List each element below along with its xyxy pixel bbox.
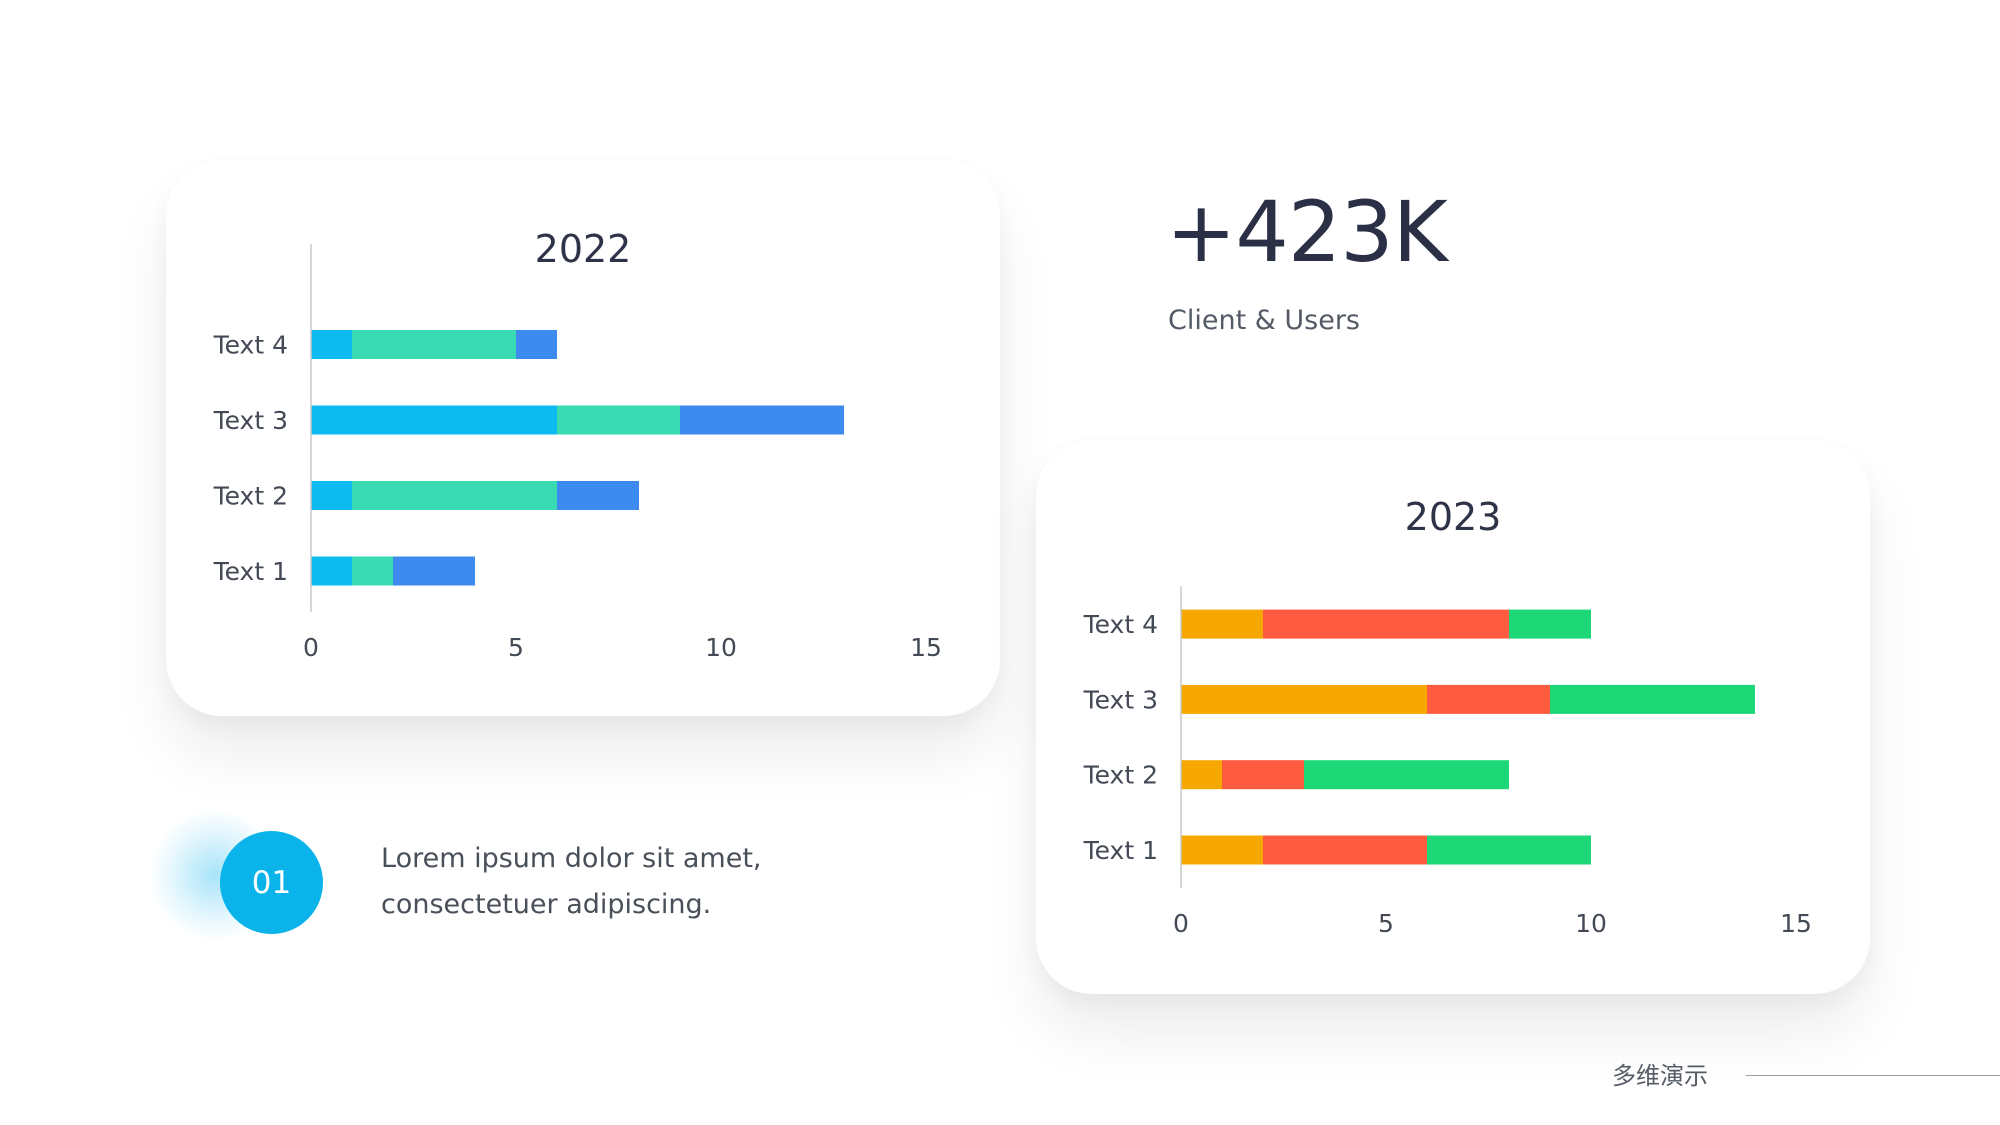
chart-card-2022: 2022 Text 1 Text 2 Text 3 Text 4 0 5 10 15: [166, 160, 1000, 716]
point-text-line-2: consectetuer adipiscing.: [381, 889, 712, 920]
category-label-2022-2: Text 2: [213, 482, 288, 511]
bar-2023-4-series-2: [1263, 609, 1509, 639]
x-tick-label-2023-1: 5: [1378, 909, 1394, 938]
category-label-2023-1: Text 1: [1083, 836, 1158, 865]
chart-2023: 2023 Text 1 Text 2 Text 3 Text 4 0 5 10 15: [1083, 495, 1812, 938]
chart-2022: 2022 Text 1 Text 2 Text 3 Text 4 0 5 10 15: [213, 227, 942, 662]
category-label-2022-4: Text 4: [213, 331, 288, 360]
chart-title-2023: 2023: [1405, 495, 1502, 539]
bar-2022-3-series-2: [557, 405, 680, 435]
bar-2022-2-series-1: [311, 481, 352, 510]
x-tick-label-2023-3: 15: [1780, 909, 1812, 938]
x-tick-label-2022-2: 10: [705, 633, 737, 662]
stat-value: +423K: [1166, 183, 1448, 281]
bar-2023-2-series-3: [1304, 760, 1509, 790]
chart-title-2022: 2022: [535, 227, 632, 271]
number-badge: 01: [220, 831, 323, 934]
bar-2023-3-series-1: [1181, 684, 1427, 714]
bar-2022-3-series-3: [680, 405, 844, 435]
x-tick-label-2023-0: 0: [1173, 909, 1189, 938]
x-tick-label-2023-2: 10: [1575, 909, 1607, 938]
point-text-line-1: Lorem ipsum dolor sit amet,: [381, 843, 762, 874]
bar-2023-2-series-2: [1222, 760, 1304, 790]
bar-2022-3-series-1: [311, 405, 557, 435]
bar-2023-4-series-1: [1181, 609, 1263, 639]
bar-2022-2-series-3: [557, 481, 639, 510]
brand-divider-line: [1746, 1075, 2000, 1076]
category-label-2022-3: Text 3: [213, 406, 288, 435]
bar-2022-1-series-2: [352, 556, 393, 586]
bar-2022-4-series-3: [516, 330, 557, 359]
category-label-2023-3: Text 3: [1083, 685, 1158, 714]
bar-2023-4-series-3: [1509, 609, 1591, 639]
point-text: Lorem ipsum dolor sit amet, consectetuer…: [381, 836, 901, 928]
bar-2022-1-series-1: [311, 556, 352, 586]
bar-2023-2-series-1: [1181, 760, 1222, 790]
bar-2023-3-series-3: [1550, 684, 1755, 714]
chart-card-2023: 2023 Text 1 Text 2 Text 3 Text 4 0 5 10 15: [1036, 440, 1870, 994]
bar-2023-1-series-2: [1263, 835, 1427, 865]
bar-2023-1-series-1: [1181, 835, 1263, 865]
bar-2022-4-series-1: [311, 330, 352, 359]
category-label-2023-2: Text 2: [1083, 761, 1158, 790]
category-label-2023-4: Text 4: [1083, 610, 1158, 639]
bar-2023-3-series-2: [1427, 684, 1550, 714]
bar-2022-1-series-3: [393, 556, 475, 586]
bar-2023-1-series-3: [1427, 835, 1591, 865]
x-tick-label-2022-0: 0: [303, 633, 319, 662]
x-tick-label-2022-3: 15: [910, 633, 942, 662]
x-tick-label-2022-1: 5: [508, 633, 524, 662]
category-label-2022-1: Text 1: [213, 557, 288, 586]
brand-label: 多维演示: [1612, 1062, 1708, 1090]
bar-2022-4-series-2: [352, 330, 516, 359]
stat-caption: Client & Users: [1168, 305, 1360, 336]
bar-2022-2-series-2: [352, 481, 557, 510]
